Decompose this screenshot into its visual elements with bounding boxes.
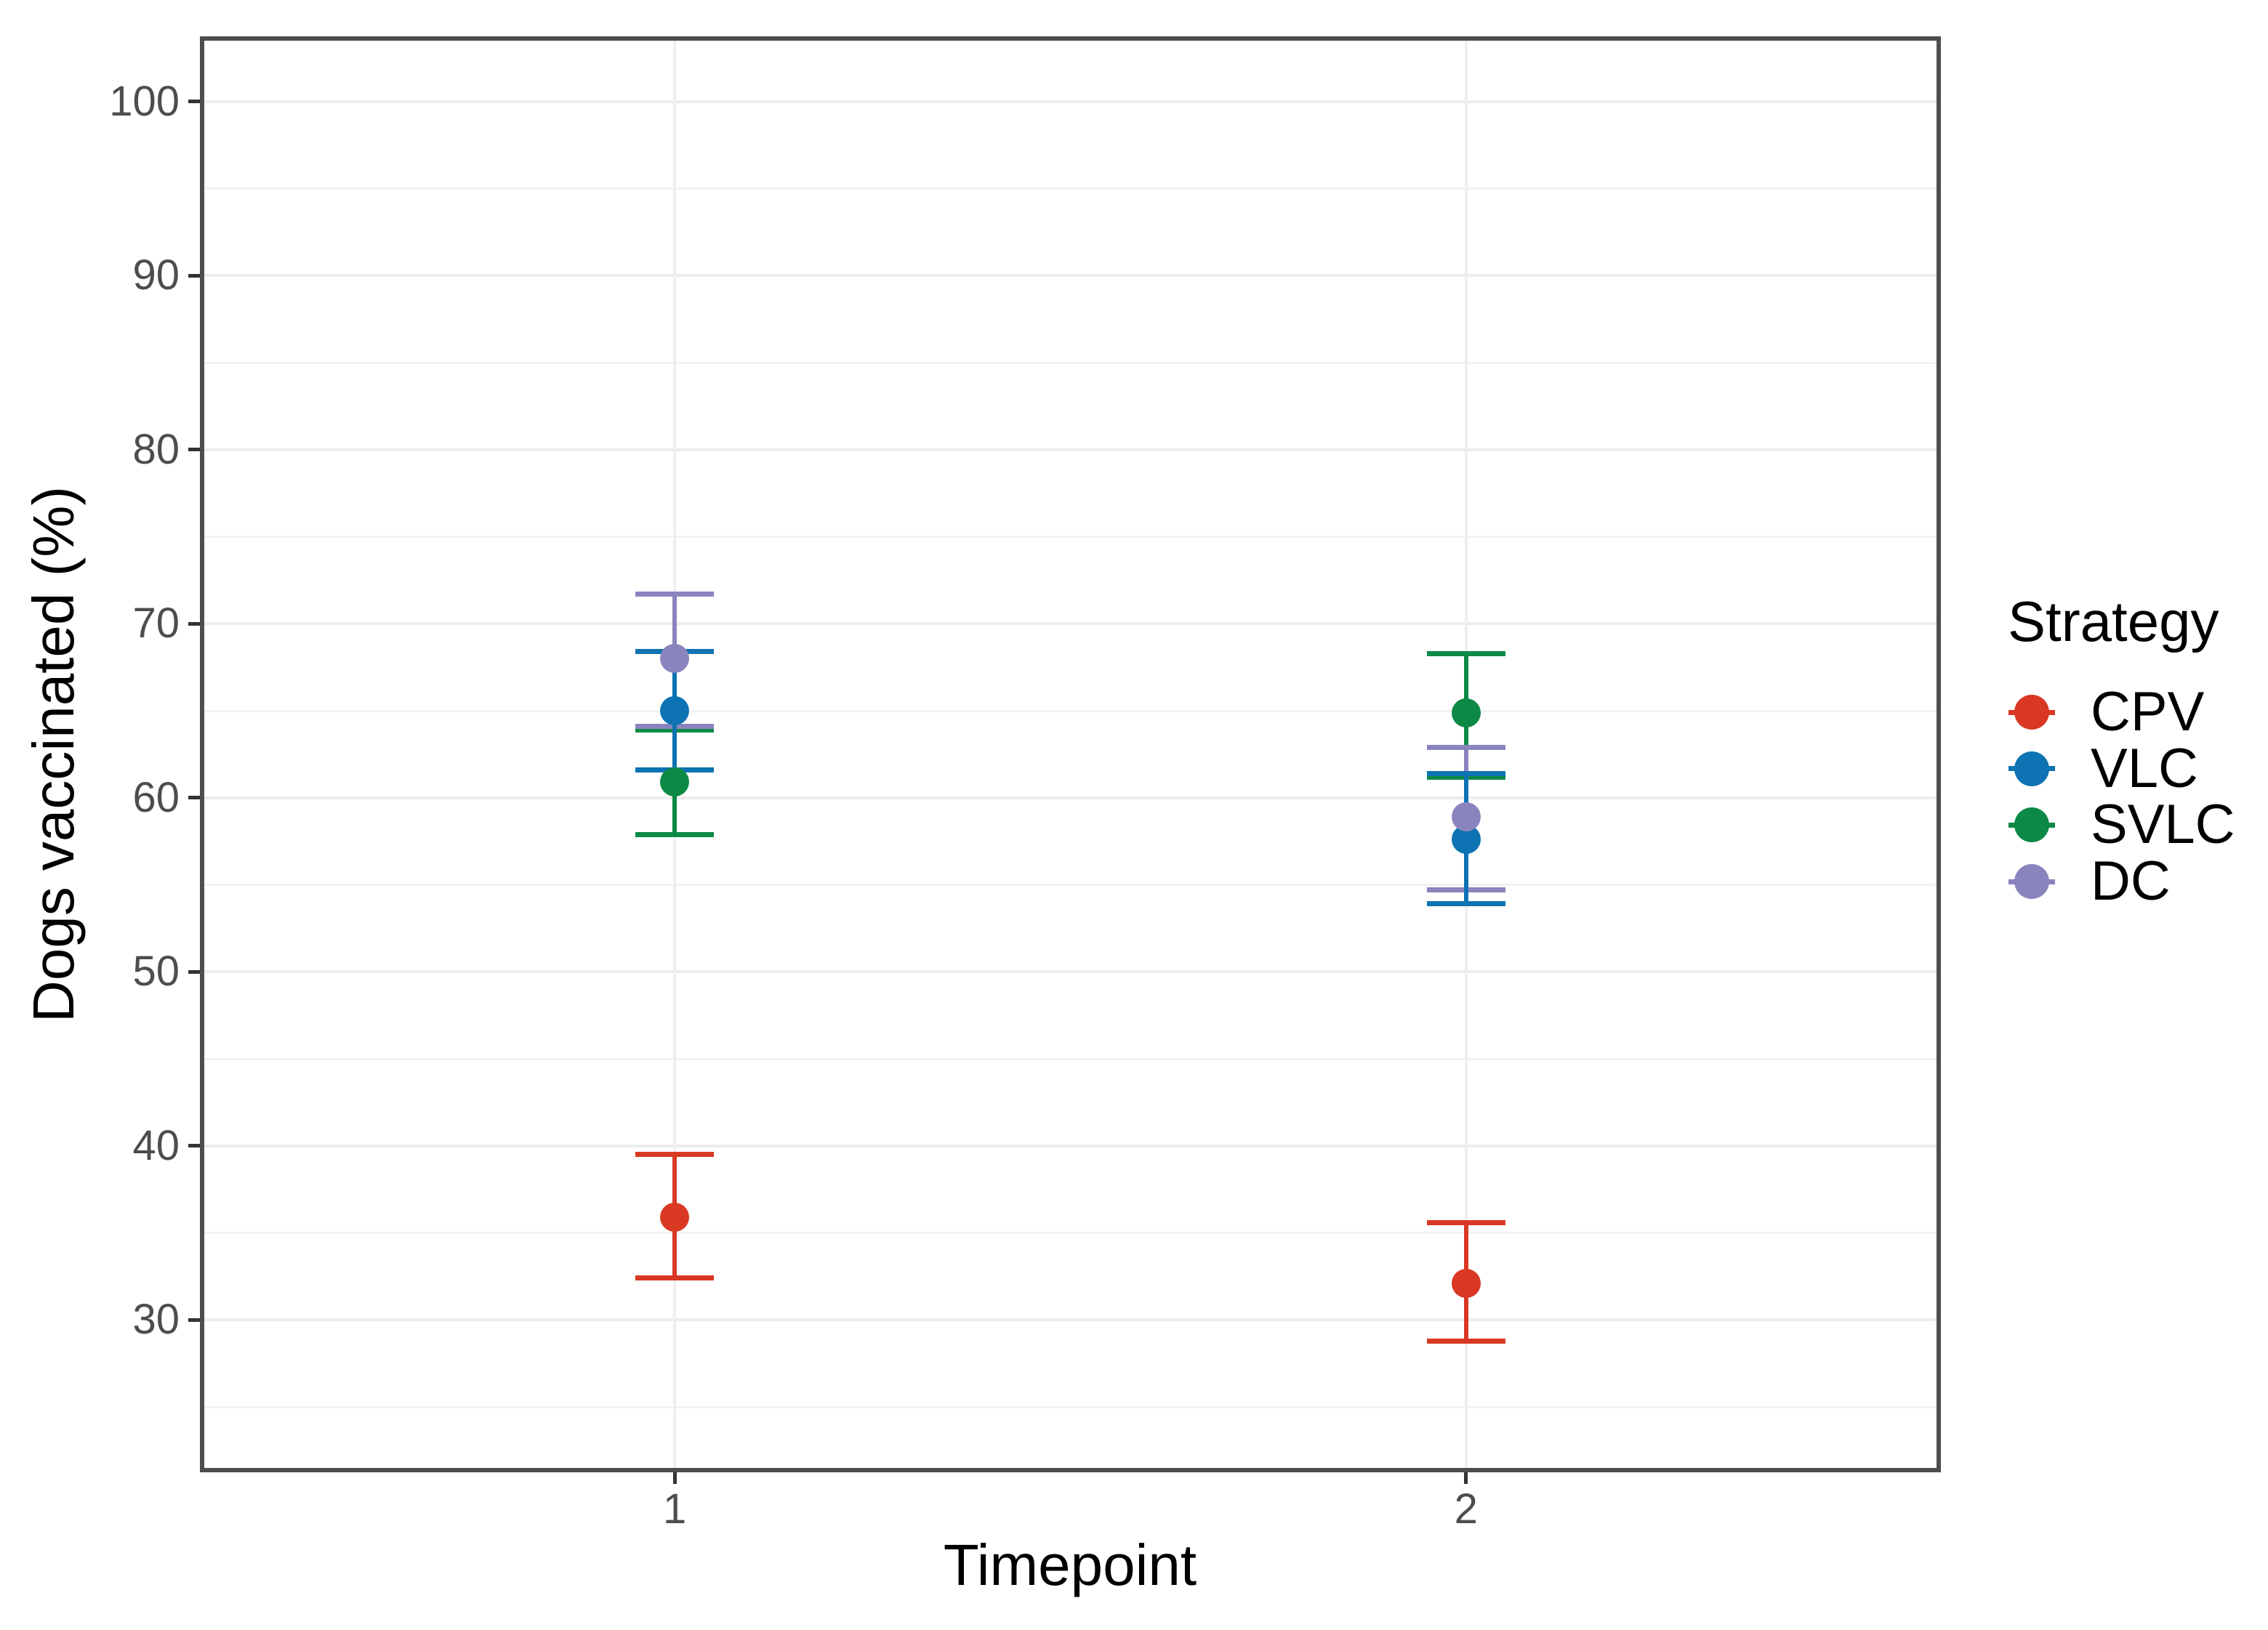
data-point-SVLC (660, 767, 690, 797)
legend-key-point-icon (2014, 807, 2049, 843)
y-axis-tick-label: 100 (109, 77, 180, 125)
legend-title: Strategy (2008, 589, 2219, 653)
legend-key-point-icon (2014, 751, 2049, 786)
error-bar-cap-upper-VLC (1426, 770, 1505, 776)
x-axis-tick-label: 2 (1454, 1485, 1478, 1533)
error-bar-cap-upper-SVLC (1426, 650, 1505, 656)
legend-item-label-CPV: CPV (2091, 681, 2205, 743)
legend-key-point-icon (2014, 695, 2049, 730)
error-bar-cap-lower-SVLC (635, 831, 715, 837)
x-axis-tick-label: 1 (663, 1485, 687, 1533)
gridline-major-horizontal (200, 100, 1941, 103)
y-axis-tick-mark (188, 1318, 200, 1322)
data-point-DC (1451, 802, 1481, 832)
data-point-DC (660, 644, 690, 674)
error-bar-cap-lower-CPV (1426, 1338, 1505, 1344)
legend-item-label-SVLC: SVLC (2091, 794, 2235, 856)
error-bar-cap-lower-VLC (1426, 901, 1505, 907)
error-bar-cap-upper-DC (1426, 744, 1505, 750)
gridline-major-horizontal (200, 970, 1941, 974)
error-bar-cap-upper-CPV (1426, 1219, 1505, 1225)
gridline-major-horizontal (200, 274, 1941, 278)
y-axis-tick-mark (188, 273, 200, 278)
y-axis-tick-mark (188, 448, 200, 452)
error-bar-cap-lower-CPV (635, 1275, 715, 1281)
data-point-CPV (660, 1203, 690, 1232)
y-axis-tick-label: 30 (132, 1296, 180, 1344)
gridline-minor-horizontal (200, 1057, 1941, 1060)
y-axis-tick-label: 60 (132, 773, 180, 821)
x-axis-tick-mark (672, 1472, 677, 1484)
error-bar-cap-upper-DC (635, 592, 715, 597)
y-axis-tick-mark (188, 796, 200, 800)
legend-key-point-icon (2014, 864, 2049, 900)
plot-panel-border (200, 36, 1941, 1472)
gridline-minor-horizontal (200, 361, 1941, 364)
gridline-minor-horizontal (200, 709, 1941, 712)
legend-item-label-DC: DC (2091, 850, 2171, 913)
y-axis-tick-label: 70 (132, 600, 180, 647)
data-point-SVLC (1451, 698, 1481, 727)
gridline-minor-horizontal (200, 536, 1941, 538)
x-axis-title: Timepoint (943, 1533, 1197, 1597)
y-axis-tick-mark (188, 1144, 200, 1148)
y-axis-tick-label: 40 (132, 1121, 180, 1169)
y-axis-tick-mark (188, 100, 200, 104)
gridline-major-horizontal (200, 1318, 1941, 1322)
data-point-CPV (1451, 1269, 1481, 1299)
gridline-minor-horizontal (200, 1405, 1941, 1408)
gridline-major-horizontal (200, 622, 1941, 626)
gridline-minor-horizontal (200, 187, 1941, 190)
gridline-major-horizontal (200, 796, 1941, 799)
y-axis-tick-label: 80 (132, 425, 180, 473)
y-axis-tick-mark (188, 621, 200, 626)
gridline-minor-horizontal (200, 884, 1941, 887)
gridline-major-horizontal (200, 1144, 1941, 1147)
data-point-VLC (660, 696, 690, 726)
y-axis-tick-label: 90 (132, 251, 180, 299)
x-axis-tick-mark (1464, 1472, 1468, 1484)
y-axis-tick-label: 50 (132, 948, 180, 996)
error-bar-cap-upper-CPV (635, 1152, 715, 1158)
y-axis-tick-mark (188, 969, 200, 974)
gridline-minor-horizontal (200, 1232, 1941, 1235)
gridline-major-horizontal (200, 448, 1941, 451)
legend-item-label-VLC: VLC (2091, 737, 2198, 799)
